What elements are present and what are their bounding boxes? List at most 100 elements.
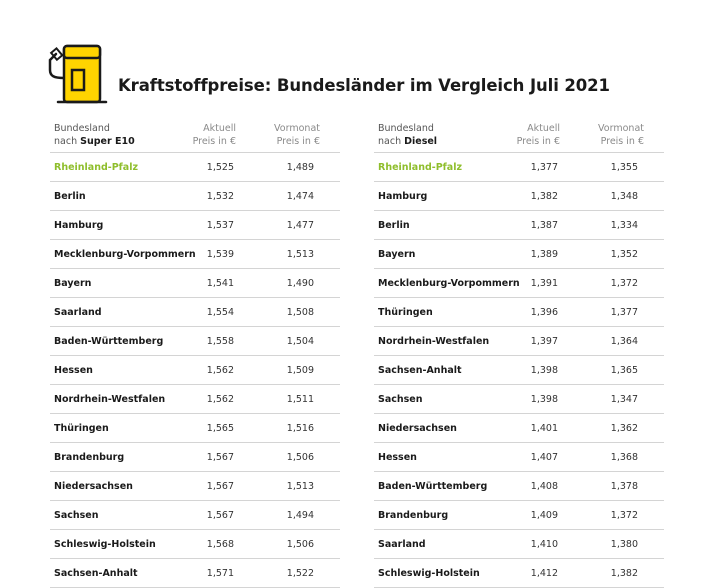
current-price: 1,407 [530, 452, 558, 463]
region-name: Hamburg [378, 191, 428, 202]
table-row: Rheinland-Pfalz 1,377 1,355 [374, 153, 664, 182]
current-price: 1,562 [206, 365, 234, 376]
current-price: 1,567 [206, 452, 234, 463]
previous-price: 1,509 [286, 365, 314, 376]
previous-price: 1,365 [610, 365, 638, 376]
region-name: Niedersachsen [378, 423, 457, 434]
previous-price: 1,522 [286, 568, 314, 579]
previous-price: 1,347 [610, 394, 638, 405]
table-row: Sachsen-Anhalt 1,571 1,522 [50, 559, 340, 588]
table-row: Sachsen-Anhalt 1,398 1,365 [374, 356, 664, 385]
fuel-pump-icon [48, 44, 108, 104]
previous-price: 1,364 [610, 336, 638, 347]
region-name: Nordrhein-Westfalen [378, 336, 490, 347]
previous-price: 1,355 [610, 162, 638, 173]
previous-price: 1,362 [610, 423, 638, 434]
region-name: Rheinland-Pfalz [54, 162, 139, 173]
current-price: 1,539 [206, 249, 234, 260]
column-header-region: Bundesland nach Diesel [378, 123, 438, 147]
previous-price: 1,477 [286, 220, 314, 231]
current-price: 1,398 [530, 394, 558, 405]
previous-price: 1,380 [610, 539, 638, 550]
previous-price: 1,506 [286, 539, 314, 550]
table-row: Mecklenburg-Vorpommern 1,539 1,513 [50, 240, 340, 269]
current-price: 1,412 [530, 568, 558, 579]
previous-price: 1,490 [286, 278, 314, 289]
table-row: Bayern 1,389 1,352 [374, 240, 664, 269]
previous-price: 1,368 [610, 452, 638, 463]
table-row: Berlin 1,387 1,334 [374, 211, 664, 240]
region-name: Mecklenburg-Vorpommern [54, 249, 196, 260]
table-row: Sachsen 1,398 1,347 [374, 385, 664, 414]
region-name: Brandenburg [54, 452, 125, 463]
previous-price: 1,334 [610, 220, 638, 231]
region-name: Sachsen-Anhalt [54, 568, 138, 579]
diesel-table: Bundesland nach Diesel Aktuell Preis in €… [374, 120, 664, 588]
current-price: 1,565 [206, 423, 234, 434]
table-header: Bundesland nach Super E10 Aktuell Preis i… [50, 120, 340, 153]
current-price: 1,568 [206, 539, 234, 550]
current-price: 1,537 [206, 220, 234, 231]
current-price: 1,389 [530, 249, 558, 260]
previous-price: 1,504 [286, 336, 314, 347]
current-price: 1,387 [530, 220, 558, 231]
current-price: 1,525 [206, 162, 234, 173]
current-price: 1,401 [530, 423, 558, 434]
previous-price: 1,352 [610, 249, 638, 260]
current-price: 1,571 [206, 568, 234, 579]
region-name: Berlin [54, 191, 86, 202]
previous-price: 1,382 [610, 568, 638, 579]
current-price: 1,541 [206, 278, 234, 289]
table-row: Brandenburg 1,409 1,372 [374, 501, 664, 530]
column-header-previous: Vormonat Preis in € [274, 123, 320, 147]
table-row: Hamburg 1,382 1,348 [374, 182, 664, 211]
region-name: Brandenburg [378, 510, 449, 521]
region-name: Baden-Württemberg [378, 481, 488, 492]
region-name: Hessen [54, 365, 93, 376]
page-title: Kraftstoffpreise: Bundesländer im Vergle… [118, 76, 610, 95]
table-body: Rheinland-Pfalz 1,377 1,355 Hamburg 1,382 1,3… [374, 153, 664, 588]
table-row: Hessen 1,562 1,509 [50, 356, 340, 385]
table-row: Bayern 1,541 1,490 [50, 269, 340, 298]
current-price: 1,567 [206, 481, 234, 492]
column-header-region: Bundesland nach Super E10 [54, 123, 135, 147]
current-price: 1,567 [206, 510, 234, 521]
column-header-previous: Vormonat Preis in € [598, 123, 644, 147]
current-price: 1,391 [530, 278, 558, 289]
header: Kraftstoffpreise: Bundesländer im Vergle… [44, 40, 684, 110]
table-header: Bundesland nach Diesel Aktuell Preis in €… [374, 120, 664, 153]
current-price: 1,382 [530, 191, 558, 202]
column-header-current: Aktuell Preis in € [516, 123, 560, 147]
table-row: Sachsen 1,567 1,494 [50, 501, 340, 530]
table-row: Schleswig-Holstein 1,568 1,506 [50, 530, 340, 559]
region-name: Schleswig-Holstein [378, 568, 480, 579]
region-name: Berlin [378, 220, 410, 231]
region-name: Saarland [54, 307, 102, 318]
table-row: Nordrhein-Westfalen 1,562 1,511 [50, 385, 340, 414]
region-name: Hessen [378, 452, 417, 463]
table-row: Niedersachsen 1,401 1,362 [374, 414, 664, 443]
region-name: Thüringen [54, 423, 109, 434]
current-price: 1,409 [530, 510, 558, 521]
current-price: 1,532 [206, 191, 234, 202]
current-price: 1,562 [206, 394, 234, 405]
region-name: Sachsen [54, 510, 99, 521]
previous-price: 1,372 [610, 510, 638, 521]
region-name: Baden-Württemberg [54, 336, 164, 347]
table-row: Hessen 1,407 1,368 [374, 443, 664, 472]
table-row: Baden-Württemberg 1,558 1,504 [50, 327, 340, 356]
current-price: 1,397 [530, 336, 558, 347]
column-header-current: Aktuell Preis in € [192, 123, 236, 147]
region-name: Sachsen [378, 394, 423, 405]
table-row: Berlin 1,532 1,474 [50, 182, 340, 211]
current-price: 1,410 [530, 539, 558, 550]
region-name: Schleswig-Holstein [54, 539, 156, 550]
previous-price: 1,348 [610, 191, 638, 202]
table-row: Nordrhein-Westfalen 1,397 1,364 [374, 327, 664, 356]
previous-price: 1,489 [286, 162, 314, 173]
region-name: Saarland [378, 539, 426, 550]
previous-price: 1,372 [610, 278, 638, 289]
current-price: 1,377 [530, 162, 558, 173]
previous-price: 1,377 [610, 307, 638, 318]
previous-price: 1,506 [286, 452, 314, 463]
